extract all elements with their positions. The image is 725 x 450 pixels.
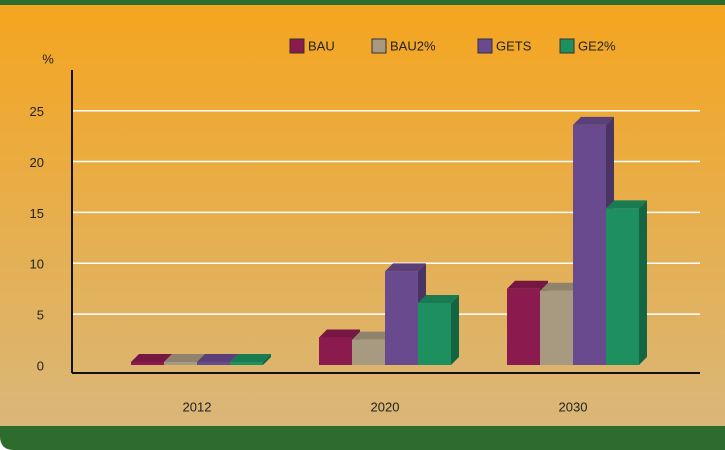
x-tick-label: 2020 — [371, 399, 400, 414]
bar-top — [352, 331, 393, 340]
legend-label: GETS — [496, 38, 532, 53]
x-tick-label: 2012 — [183, 399, 212, 414]
y-tick-label: 5 — [37, 308, 44, 323]
y-tick-label: 10 — [30, 257, 44, 272]
bar — [164, 361, 197, 365]
bar-top — [164, 353, 205, 362]
bar — [319, 337, 352, 365]
bar-top — [507, 280, 548, 289]
x-tick-label: 2030 — [559, 399, 588, 414]
legend-swatch — [477, 38, 493, 54]
legend-swatch — [559, 38, 575, 54]
top-band — [0, 0, 725, 5]
bar-side — [451, 294, 459, 365]
bar — [352, 339, 385, 365]
bottom-band — [0, 426, 725, 450]
bar-top — [230, 353, 271, 362]
bar-top — [385, 263, 426, 272]
bar-top — [319, 329, 360, 338]
bar-top — [418, 294, 459, 303]
bar-top — [131, 353, 172, 362]
bar — [507, 288, 540, 365]
bar — [573, 124, 606, 366]
bar-top — [197, 353, 238, 362]
bar-side — [263, 353, 271, 365]
legend-label: BAU2% — [390, 38, 436, 53]
bar-top — [606, 200, 647, 209]
bar — [385, 271, 418, 365]
bar — [418, 302, 451, 365]
y-axis-label: % — [42, 51, 54, 66]
bar — [230, 361, 263, 365]
bar-top — [540, 282, 581, 291]
bar — [606, 208, 639, 365]
legend-label: GE2% — [578, 38, 616, 53]
bar — [197, 361, 230, 365]
legend-swatch — [371, 38, 387, 54]
y-tick-label: 25 — [30, 104, 44, 119]
legend-swatch — [289, 38, 305, 54]
bar — [131, 361, 164, 365]
bar-top — [573, 116, 614, 125]
y-tick-label: 15 — [30, 206, 44, 221]
bar-side — [639, 200, 647, 365]
legend-label: BAU — [308, 38, 335, 53]
y-tick-label: 0 — [37, 358, 44, 373]
bar — [540, 290, 573, 365]
y-tick-label: 20 — [30, 155, 44, 170]
